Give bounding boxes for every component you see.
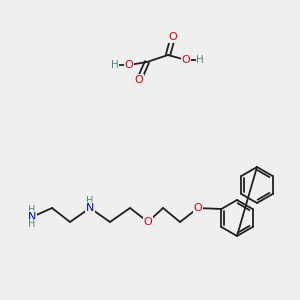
Text: O: O [144, 217, 152, 227]
Text: O: O [124, 60, 134, 70]
Text: O: O [169, 32, 177, 42]
Text: N: N [86, 203, 94, 213]
Text: H: H [111, 60, 119, 70]
Text: O: O [135, 75, 143, 85]
Text: O: O [182, 55, 190, 65]
Text: H: H [28, 205, 36, 215]
Text: H: H [86, 196, 94, 206]
Text: N: N [28, 212, 36, 222]
Text: H: H [196, 55, 204, 65]
Text: H: H [28, 219, 36, 229]
Text: O: O [194, 203, 202, 213]
